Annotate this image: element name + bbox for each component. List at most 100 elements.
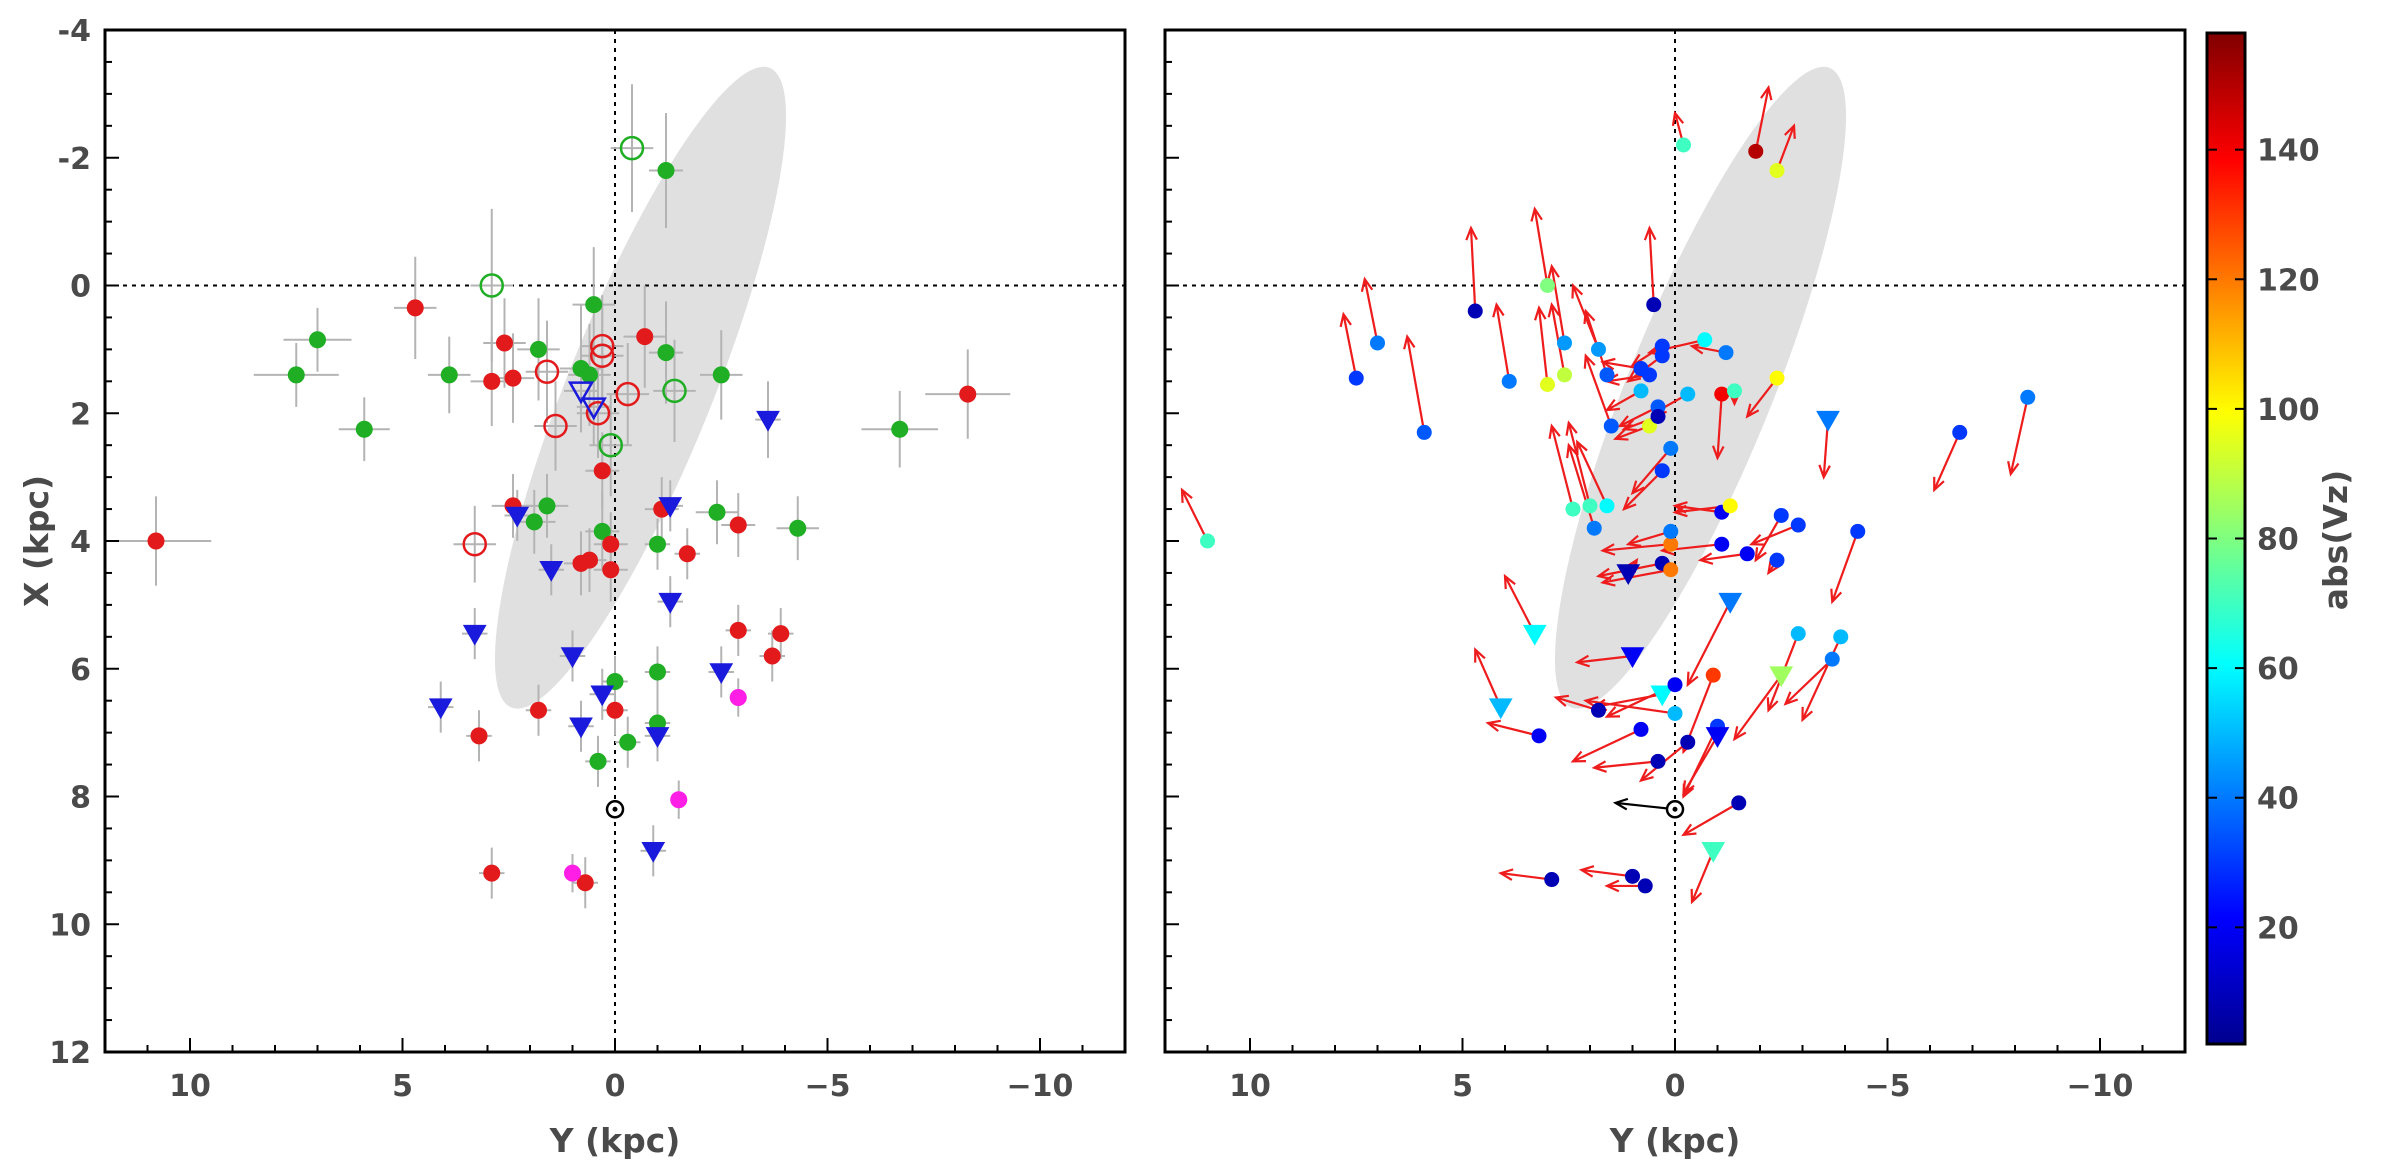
velocity-arrow-head bbox=[1600, 543, 1616, 556]
velocity-arrow bbox=[1572, 728, 1642, 763]
data-point-circle bbox=[525, 513, 543, 531]
star-point bbox=[1582, 498, 1598, 514]
velocity-arrow-head bbox=[1818, 464, 1831, 480]
velocity-arrow-head bbox=[1565, 420, 1578, 436]
star-point bbox=[1642, 367, 1657, 383]
star-point bbox=[1952, 424, 1968, 440]
velocity-arrow bbox=[1648, 227, 1655, 305]
velocity-arrow-head bbox=[1591, 760, 1607, 773]
velocity-arrow-head bbox=[1638, 768, 1654, 783]
star-point bbox=[1633, 383, 1649, 399]
data-point-open-circle bbox=[619, 135, 645, 161]
colorbar-tick-label: 40 bbox=[2257, 782, 2299, 817]
data-point-open-circle bbox=[462, 531, 487, 557]
velocity-arrow-head bbox=[1933, 476, 1945, 493]
velocity-arrow bbox=[1594, 760, 1659, 769]
data-point-circle bbox=[470, 727, 488, 745]
star-point bbox=[1654, 463, 1670, 479]
velocity-arrow bbox=[1682, 735, 1719, 794]
data-point-open-circle bbox=[615, 381, 640, 407]
star-point bbox=[1200, 533, 1215, 549]
data-point-circle bbox=[602, 561, 620, 579]
star-point bbox=[1591, 341, 1606, 357]
star-point bbox=[1663, 440, 1679, 456]
data-point-open-circle bbox=[590, 343, 615, 369]
data-point-circle bbox=[576, 874, 594, 892]
star-point bbox=[1531, 728, 1547, 744]
velocity-arrow bbox=[1537, 307, 1549, 385]
velocity-arrow bbox=[1533, 208, 1549, 286]
star-point bbox=[1557, 367, 1572, 383]
velocity-arrow-head bbox=[1754, 547, 1767, 563]
star-point bbox=[1625, 868, 1640, 884]
star-point bbox=[1416, 424, 1432, 440]
star-point bbox=[1467, 303, 1483, 319]
velocity-arrow-head bbox=[1547, 302, 1560, 318]
star-point bbox=[2020, 389, 2036, 405]
velocity-arrow bbox=[1581, 868, 1633, 878]
velocity-arrow-head bbox=[1604, 879, 1620, 893]
x-tick-label: 10 bbox=[169, 1069, 211, 1104]
sun-velocity-arrow-head bbox=[1612, 797, 1629, 811]
data-point-circle bbox=[959, 385, 977, 403]
right-x-axis-label: Y (kpc) bbox=[1609, 1121, 1741, 1160]
data-point-circle bbox=[657, 162, 675, 180]
data-point-circle bbox=[287, 366, 305, 384]
data-point-circle bbox=[147, 532, 165, 550]
colorbar-tick-label: 20 bbox=[2257, 911, 2299, 946]
velocity-arrow-head bbox=[1547, 263, 1560, 280]
data-point-circle bbox=[649, 663, 666, 681]
data-point-circle bbox=[891, 420, 909, 438]
colorbar-tick-label: 120 bbox=[2257, 263, 2320, 298]
velocity-arrow-head bbox=[1766, 697, 1779, 713]
velocity-arrow bbox=[1686, 601, 1732, 686]
velocity-arrow bbox=[1342, 314, 1358, 379]
y-tick-label: 10 bbox=[49, 908, 91, 943]
data-point-triangle bbox=[462, 624, 487, 646]
velocity-arrow-head bbox=[1485, 719, 1501, 732]
data-point-circle bbox=[496, 334, 513, 352]
star-point bbox=[1680, 734, 1696, 750]
y-tick-label: 6 bbox=[70, 653, 91, 688]
velocity-arrow-head bbox=[2007, 460, 2020, 477]
velocity-arrow-head bbox=[1783, 691, 1799, 706]
velocity-arrow bbox=[1584, 355, 1613, 427]
velocity-arrow bbox=[1602, 568, 1671, 584]
data-point-circle bbox=[712, 366, 730, 384]
data-point-triangle bbox=[590, 685, 615, 707]
velocity-arrow bbox=[1751, 524, 1799, 546]
data-point-circle bbox=[649, 535, 666, 553]
velocity-arrow-head bbox=[1604, 706, 1621, 718]
star-point bbox=[1650, 408, 1666, 424]
data-point-triangle bbox=[756, 410, 780, 432]
data-point-circle bbox=[355, 420, 373, 438]
data-point-open-circle bbox=[598, 432, 623, 458]
sun-velocity-arrow bbox=[1615, 801, 1676, 811]
star-point bbox=[1697, 332, 1713, 348]
data-point-circle bbox=[593, 462, 611, 480]
star-point bbox=[1540, 377, 1555, 393]
velocity-arrow-head bbox=[1578, 865, 1595, 878]
data-point-circle bbox=[729, 621, 747, 639]
y-tick-label: 8 bbox=[70, 781, 91, 816]
velocity-arrow-head bbox=[1604, 398, 1621, 412]
star-point bbox=[1705, 667, 1721, 683]
velocity-arrow bbox=[1733, 674, 1783, 740]
velocity-arrow-head bbox=[1711, 445, 1725, 461]
velocity-arrow bbox=[1474, 649, 1502, 708]
star-point bbox=[1540, 278, 1555, 293]
star-point bbox=[1824, 651, 1840, 667]
velocity-arrow-head bbox=[1760, 84, 1773, 101]
x-tick-label: 5 bbox=[392, 1069, 413, 1104]
velocity-arrow bbox=[1406, 336, 1426, 433]
star-point bbox=[1663, 562, 1679, 578]
velocity-arrow-head bbox=[1612, 428, 1629, 441]
velocity-arrow-head bbox=[1474, 647, 1486, 663]
data-point-triangle bbox=[560, 647, 585, 668]
velocity-arrow-head bbox=[1681, 823, 1697, 837]
velocity-arrow bbox=[1682, 801, 1740, 836]
y-tick-label: -4 bbox=[58, 14, 91, 49]
velocity-arrow bbox=[1577, 654, 1633, 664]
velocity-arrow-head bbox=[1621, 419, 1638, 432]
data-point-circle bbox=[564, 864, 581, 882]
